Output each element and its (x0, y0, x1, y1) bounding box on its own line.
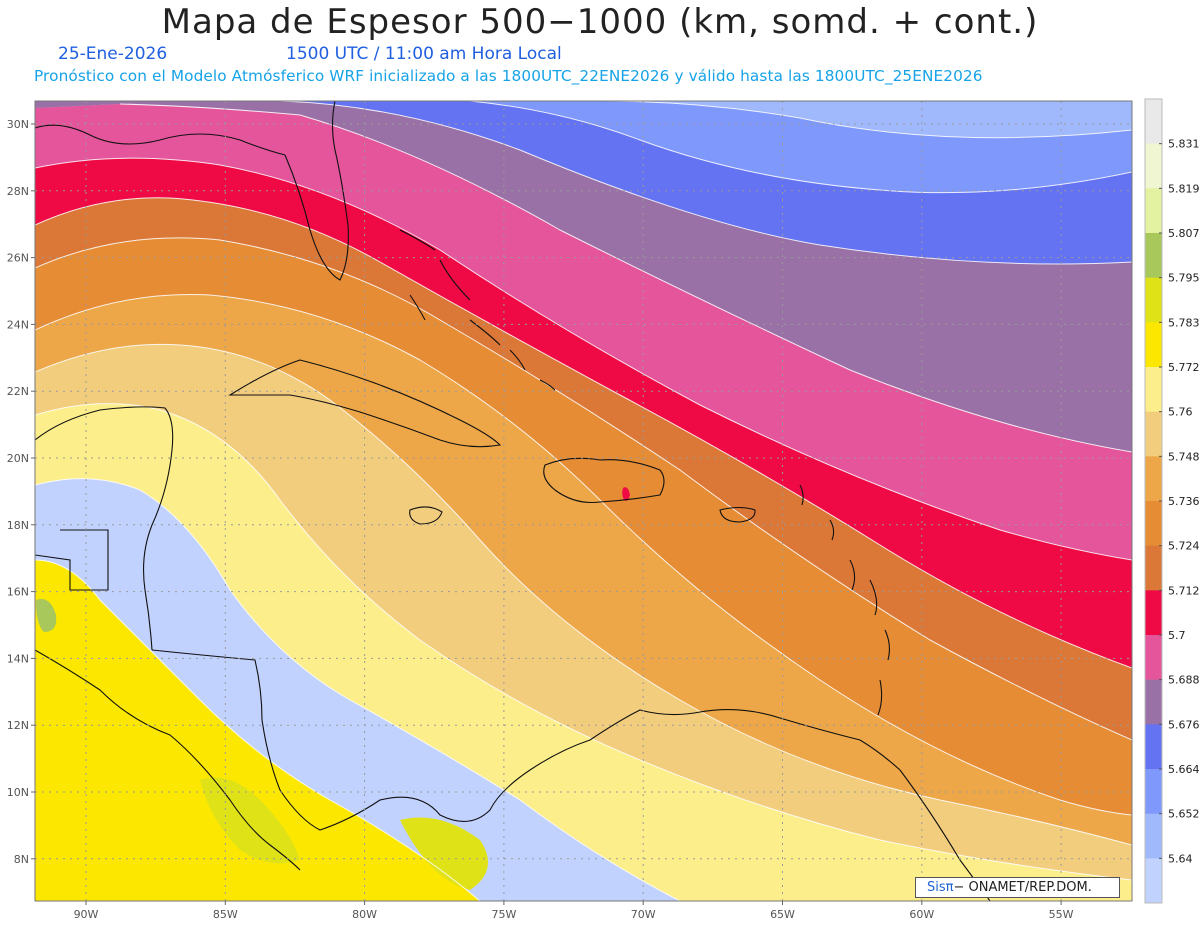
colorbar-label: 5.676 (1168, 718, 1200, 731)
band-orange (35, 237, 1132, 815)
colorbar-label: 5.772 (1168, 361, 1200, 374)
lat-tick-label: 28N (7, 185, 29, 198)
colorbar-swatch (1145, 724, 1162, 770)
colorbar-swatch (1145, 769, 1162, 815)
lat-tick-label: 14N (7, 652, 29, 665)
color-scale-bar: 5.831 5.819 5.807 5.795 5.783 5.772 5.76 5.748 5… (1144, 98, 1200, 904)
colorbar-swatch (1145, 858, 1162, 904)
band-blue (35, 101, 1132, 264)
colorbar-swatch (1145, 188, 1162, 234)
colorbar-swatch (1145, 277, 1162, 323)
band-light-blue (35, 101, 1132, 138)
colorbar-swatch (1145, 456, 1162, 502)
colorbar-label: 5.807 (1168, 227, 1200, 240)
credit-text: − ONAMET/REP.DOM. (953, 880, 1092, 895)
lat-tick-label: 30N (7, 118, 29, 131)
band-light-orange (35, 294, 1132, 845)
band-yellow-green (200, 777, 488, 890)
colorbar-label: 5.819 (1168, 182, 1200, 195)
forecast-date: 25-Ene-2026 (58, 44, 168, 64)
map-frame (34, 100, 1133, 902)
colorbar-label: 5.724 (1168, 540, 1200, 553)
sispi-logo: Sisπ (927, 880, 954, 895)
colorbar-swatch (1145, 501, 1162, 547)
colorbar-swatch (1145, 99, 1162, 145)
colorbar-label: 5.783 (1168, 316, 1200, 329)
band-yellow (35, 560, 480, 901)
colorbar-label: 5.652 (1168, 808, 1200, 821)
band-mid-blue (35, 101, 1132, 193)
lat-tick-label: 8N (14, 853, 29, 866)
colorbar-swatch (1145, 233, 1162, 279)
spot-jamaica-tan (411, 508, 440, 523)
colorbar-swatch (1145, 411, 1162, 457)
colorbar-swatch (1145, 590, 1162, 636)
lat-tick-label: 20N (7, 452, 29, 465)
coast-central-america-caribbean (151, 649, 991, 901)
island-cuba (228, 359, 502, 448)
coast-pacific (35, 649, 301, 871)
lon-tick-label: 90W (74, 908, 99, 921)
map-title: Mapa de Espesor 500−1000 (km, somd. + co… (161, 2, 1039, 42)
band-tan (35, 344, 1132, 880)
band-green (36, 599, 57, 632)
latitude-axis: 30N 28N 26N 24N 22N 20N 18N 16N 14N 12N 10N 8N (7, 118, 35, 866)
lon-tick-label: 80W (352, 908, 377, 921)
colorbar-label: 5.688 (1168, 674, 1200, 687)
colorbar-label: 5.736 (1168, 495, 1200, 508)
lat-tick-label: 12N (7, 719, 29, 732)
lat-tick-label: 18N (7, 519, 29, 532)
coast-yucatan (35, 406, 174, 651)
band-light-yellow (35, 403, 1132, 901)
band-pink (35, 104, 1132, 560)
islands-bahamas (399, 229, 556, 391)
coast-us-gulf (35, 124, 286, 156)
colorbar-label: 5.712 (1168, 584, 1200, 597)
lat-tick-label: 24N (7, 318, 29, 331)
lon-tick-label: 65W (770, 908, 795, 921)
thickness-contours (35, 101, 1132, 901)
colorbar-swatch (1145, 143, 1162, 189)
lon-tick-label: 70W (631, 908, 656, 921)
lon-tick-label: 55W (1049, 908, 1074, 921)
lat-tick-label: 10N (7, 786, 29, 799)
lon-tick-label: 75W (491, 908, 516, 921)
credit-box: Sisπ− ONAMET/REP.DOM. (915, 877, 1120, 898)
lat-tick-label: 26N (7, 252, 29, 265)
colorbar-swatch (1145, 367, 1162, 413)
lon-tick-label: 85W (213, 908, 238, 921)
colorbar-label: 5.831 (1168, 138, 1200, 151)
colorbar-label: 5.664 (1168, 763, 1200, 776)
lat-tick-label: 22N (7, 385, 29, 398)
islands-lesser-antilles (799, 484, 891, 716)
colorbar-swatch (1145, 545, 1162, 591)
island-puerto-rico (719, 506, 756, 523)
colorbar-label: 5.64 (1168, 852, 1193, 865)
graticule (35, 101, 1132, 901)
lat-tick-label: 16N (7, 586, 29, 599)
colorbar-swatch (1145, 679, 1162, 725)
colorbar-label: 5.76 (1168, 406, 1193, 419)
colorbar-label: 5.795 (1168, 272, 1200, 285)
coast-florida (284, 101, 349, 281)
model-info: Pronóstico con el Modelo Atmósferico WRF… (34, 67, 983, 85)
contour-lines (35, 101, 1132, 901)
band-dark-orange (35, 197, 1132, 740)
colorbar-swatch (1145, 322, 1162, 368)
colorbar-label: 5.748 (1168, 450, 1200, 463)
coast-mexico-border (35, 529, 109, 591)
longitude-axis: 90W 85W 80W 75W 70W 65W 60W 55W (74, 901, 1074, 921)
spot-hispaniola-red (622, 487, 630, 501)
island-hispaniola (543, 457, 665, 504)
coastlines (35, 101, 991, 901)
colorbar-label: 5.7 (1168, 629, 1186, 642)
forecast-time: 1500 UTC / 11:00 am Hora Local (286, 44, 562, 64)
band-red (35, 158, 1132, 668)
band-purple (35, 101, 1132, 452)
colorbar-swatch (1145, 635, 1162, 681)
island-jamaica (409, 506, 443, 525)
lon-tick-label: 60W (909, 908, 934, 921)
colorbar-swatch (1145, 813, 1162, 859)
